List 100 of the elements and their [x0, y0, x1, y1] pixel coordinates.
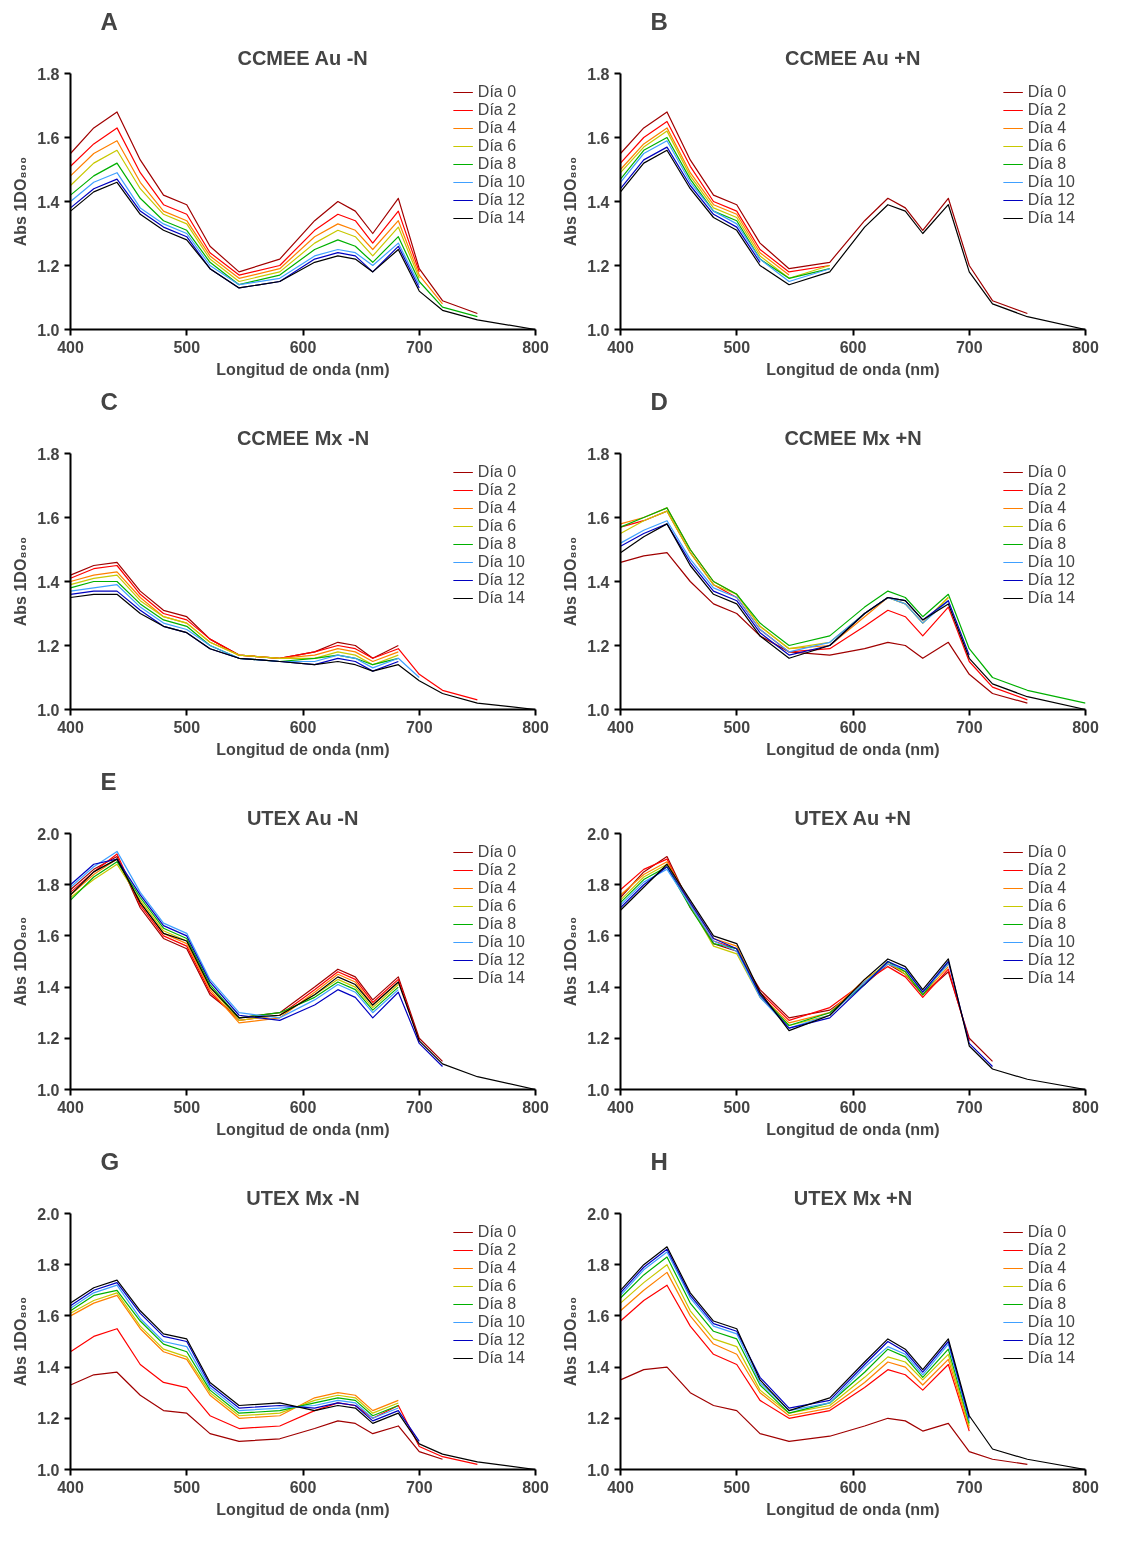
x-tick-label: 600 — [839, 1098, 867, 1116]
x-tick-label: 500 — [173, 1098, 201, 1116]
x-axis-title: Longitud de onda (nm) — [216, 1500, 390, 1518]
legend-label: Día 12 — [1027, 191, 1075, 209]
x-tick-label: 700 — [955, 1478, 983, 1496]
legend-label: Día 10 — [1027, 173, 1075, 191]
legend-label: Día 12 — [477, 1331, 525, 1349]
x-tick-label: 700 — [405, 1478, 433, 1496]
y-axis-title: Abs 1DO₈₀₀ — [12, 1296, 30, 1387]
legend-label: Día 4 — [477, 119, 517, 137]
text: H — [650, 1147, 668, 1175]
legend-label: Día 4 — [1027, 119, 1067, 137]
text: B — [650, 7, 668, 35]
x-tick-label: 800 — [1072, 718, 1099, 736]
x-axis-title: Longitud de onda (nm) — [216, 1120, 390, 1138]
y-tick-label: 1.0 — [37, 701, 60, 719]
legend-label: Día 10 — [477, 553, 525, 571]
x-tick-label: 800 — [1072, 1478, 1099, 1496]
legend-label: Día 2 — [1027, 481, 1067, 499]
y-tick-label: 1.8 — [587, 1256, 610, 1274]
text: E — [100, 767, 117, 795]
y-tick-label: 1.4 — [37, 1359, 60, 1377]
x-tick-label: 600 — [289, 718, 317, 736]
legend-label: Día 10 — [477, 173, 525, 191]
x-tick-label: 700 — [955, 338, 983, 356]
y-tick-label: 1.4 — [37, 979, 60, 997]
x-tick-label: 400 — [57, 1478, 84, 1496]
y-tick-label: 1.4 — [587, 193, 610, 211]
y-axis-title: Abs 1DO₈₀₀ — [562, 536, 580, 627]
legend-label: Día 6 — [477, 517, 517, 535]
x-tick-label: 700 — [405, 338, 433, 356]
y-tick-label: 1.2 — [37, 1410, 60, 1428]
chart-title: UTEX Au -N — [246, 806, 359, 829]
y-tick-label: 1.6 — [37, 509, 60, 527]
x-axis-title: Longitud de onda (nm) — [766, 1500, 940, 1518]
legend-label: Día 2 — [477, 481, 517, 499]
x-tick-label: 600 — [839, 718, 867, 736]
legend-label: Día 14 — [1027, 969, 1075, 987]
text: G — [100, 1147, 120, 1175]
x-axis-title: Longitud de onda (nm) — [766, 740, 940, 758]
y-axis-title: Abs 1DO₈₀₀ — [12, 156, 30, 247]
y-tick-label: 1.2 — [587, 1030, 610, 1048]
x-tick-label: 400 — [607, 338, 634, 356]
legend-label: Día 12 — [477, 951, 525, 969]
x-tick-label: 600 — [289, 338, 317, 356]
y-tick-label: 1.2 — [37, 257, 60, 275]
x-axis-title: Longitud de onda (nm) — [766, 1120, 940, 1138]
y-tick-label: 1.0 — [37, 1081, 60, 1099]
legend-label: Día 8 — [477, 155, 517, 173]
x-tick-label: 800 — [1072, 338, 1099, 356]
y-axis-title: Abs 1DO₈₀₀ — [12, 536, 30, 627]
y-tick-label: 1.8 — [37, 65, 60, 83]
legend-label: Día 6 — [1027, 897, 1067, 915]
legend-label: Día 8 — [477, 1295, 517, 1313]
legend-label: Día 4 — [1027, 1259, 1067, 1277]
y-tick-label: 1.8 — [37, 445, 60, 463]
x-tick-label: 400 — [57, 718, 84, 736]
y-tick-label: 1.0 — [587, 1461, 610, 1479]
chart-title: CCMEE Au -N — [237, 46, 368, 69]
legend-label: Día 2 — [1027, 101, 1067, 119]
x-tick-label: 700 — [955, 1098, 983, 1116]
legend-label: Día 14 — [477, 589, 525, 607]
legend-label: Día 0 — [477, 843, 517, 861]
legend-label: Día 8 — [1027, 915, 1067, 933]
legend-label: Día 6 — [1027, 517, 1067, 535]
legend-label: Día 8 — [1027, 535, 1067, 553]
x-tick-label: 700 — [955, 718, 983, 736]
y-tick-label: 1.6 — [37, 927, 60, 945]
legend-label: Día 12 — [1027, 571, 1075, 589]
x-tick-label: 600 — [839, 338, 867, 356]
legend-label: Día 8 — [1027, 155, 1067, 173]
y-tick-label: 2.0 — [587, 825, 610, 843]
x-tick-label: 800 — [522, 1478, 549, 1496]
legend-label: Día 8 — [1027, 1295, 1067, 1313]
legend-label: Día 12 — [1027, 1331, 1075, 1349]
x-tick-label: 600 — [839, 1478, 867, 1496]
legend-label: Día 0 — [477, 463, 517, 481]
chart-title: UTEX Au +N — [794, 806, 911, 829]
y-tick-label: 1.0 — [37, 1461, 60, 1479]
y-tick-label: 1.8 — [37, 1256, 60, 1274]
legend-label: Día 4 — [477, 499, 517, 517]
legend-label: Día 0 — [1027, 463, 1067, 481]
legend-label: Día 6 — [477, 897, 517, 915]
legend-label: Día 8 — [477, 915, 517, 933]
y-tick-label: 1.2 — [587, 1410, 610, 1428]
legend-label: Día 14 — [477, 209, 525, 227]
text: A — [100, 7, 118, 35]
x-tick-label: 500 — [173, 338, 201, 356]
x-tick-label: 400 — [57, 1098, 84, 1116]
legend-label: Día 10 — [1027, 1313, 1075, 1331]
x-axis-title: Longitud de onda (nm) — [216, 360, 390, 378]
x-tick-label: 400 — [607, 718, 634, 736]
x-axis-title: Longitud de onda (nm) — [766, 360, 940, 378]
legend-label: Día 14 — [1027, 209, 1075, 227]
legend-label: Día 12 — [477, 191, 525, 209]
x-tick-label: 500 — [723, 1478, 751, 1496]
legend-label: Día 12 — [1027, 951, 1075, 969]
legend-label: Día 10 — [477, 933, 525, 951]
legend-label: Día 4 — [1027, 499, 1067, 517]
legend-label: Día 12 — [477, 571, 525, 589]
